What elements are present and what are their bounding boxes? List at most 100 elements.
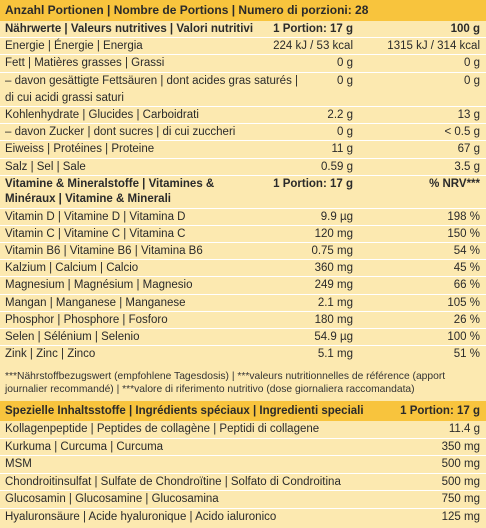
row-nrv-value: 54 %: [453, 245, 480, 258]
row-nrv-value: 26 %: [453, 313, 480, 326]
nrv-footnote: ***Nährstoffbezugswert (empfohlene Tages…: [5, 371, 446, 395]
row-portion-value: 350 mg: [441, 440, 480, 453]
row-label: Fett | Matières grasses | Grassi: [5, 57, 165, 70]
table-row: Chondroitinsulfat | Sulfate de Chondroït…: [0, 474, 486, 492]
table-row: Vitamin D | Vitamine D | Vitamina D 9.9 …: [0, 209, 486, 226]
table-row: Mangan | Manganese | Manganese 2.1 mg 10…: [0, 295, 486, 312]
row-100g-value: 0 g: [464, 74, 480, 87]
vitamins-header-nrv: % NRV***: [429, 177, 480, 190]
row-100g-value: 0 g: [464, 57, 480, 70]
table-row: – davon gesättigte Fettsäuren | dont aci…: [0, 73, 486, 90]
row-label: Magnesium | Magnésium | Magnesio: [5, 279, 193, 292]
row-nrv-value: 100 %: [447, 331, 480, 343]
row-label: – davon Zucker | dont sucres | di cui zu…: [5, 126, 236, 139]
row-portion-value: 11.4 g: [448, 423, 480, 435]
row-label: di cui acidi grassi saturi: [5, 91, 124, 104]
row-label: Zink | Zinc | Zinco: [5, 348, 96, 361]
table-row: Phosphor | Phosphore | Fosforo 180 mg 26…: [0, 312, 486, 329]
row-label: – davon gesättigte Fettsäuren | dont aci…: [5, 74, 299, 87]
table-row: Hyaluronsäure | Acide hyaluronique | Aci…: [0, 509, 486, 527]
nutrition-table: Nährwerte | Valeurs nutritives | Valori …: [0, 21, 486, 363]
table-row: MSM 500 mg: [0, 456, 486, 474]
row-portion-value: 224 kJ / 53 kcal: [273, 40, 353, 53]
row-portion-value: 750 mg: [441, 493, 480, 506]
special-header-label: Spezielle Inhaltsstoffe | Ingrédients sp…: [5, 405, 364, 417]
row-portion-value: 2.1 mg: [317, 296, 353, 309]
nutrition-header-portion: 1 Portion: 17 g: [273, 23, 353, 35]
row-nrv-value: 45 %: [453, 262, 480, 275]
table-row: Kollagenpeptide | Peptides de collagène …: [0, 421, 486, 439]
row-label: Kalzium | Calcium | Calcio: [5, 262, 139, 275]
table-row: Vitamin B6 | Vitamine B6 | Vitamina B6 0…: [0, 243, 486, 261]
row-label: Vitamin D | Vitamine D | Vitamina D: [5, 210, 186, 223]
special-header-portion: 1 Portion: 17 g: [400, 405, 480, 417]
row-portion-value: 120 mg: [314, 227, 353, 240]
row-portion-value: 0 g: [337, 74, 353, 87]
vitamins-header-portion: 1 Portion: 17 g: [273, 177, 353, 190]
vitamins-header-label: Vitamine & Mineralstoffe | Vitamines & M…: [5, 177, 215, 205]
row-portion-value: 0.59 g: [321, 160, 353, 173]
row-100g-value: 13 g: [457, 108, 480, 121]
nutrition-table-header: Nährwerte | Valeurs nutritives | Valori …: [0, 21, 486, 39]
row-portion-value: 0 g: [337, 57, 353, 70]
row-portion-value: 2.2 g: [327, 108, 353, 121]
table-row: Glucosamin | Glucosamine | Glucosamina 7…: [0, 491, 486, 509]
row-portion-value: 500 mg: [441, 475, 480, 488]
row-label: Eiweiss | Protéines | Proteine: [5, 143, 155, 156]
row-nrv-value: 105 %: [447, 296, 480, 309]
table-row: Magnesium | Magnésium | Magnesio 249 mg …: [0, 277, 486, 295]
row-nrv-value: 150 %: [447, 227, 480, 240]
vitamins-table-header: Vitamine & Mineralstoffe | Vitamines & M…: [0, 176, 486, 209]
row-portion-value: 249 mg: [314, 279, 353, 292]
table-row: di cui acidi grassi saturi: [0, 90, 486, 107]
nutrition-header-100g: 100 g: [450, 23, 480, 35]
row-portion-value: 54.9 µg: [314, 331, 353, 343]
row-portion-value: 0 g: [337, 126, 353, 139]
row-100g-value: 1315 kJ / 314 kcal: [387, 40, 480, 53]
table-row: Kurkuma | Curcuma | Curcuma 350 mg: [0, 439, 486, 457]
table-row: Vitamin C | Vitamine C | Vitamina C 120 …: [0, 226, 486, 244]
row-label: Chondroitinsulfat | Sulfate de Chondroït…: [5, 475, 341, 488]
row-portion-value: 5.1 mg: [317, 348, 353, 361]
table-row: Zink | Zinc | Zinco 5.1 mg 51 %: [0, 346, 486, 363]
row-label: Energie | Énergie | Energia: [5, 40, 143, 53]
row-label: MSM: [5, 458, 32, 471]
row-label: Kurkuma | Curcuma | Curcuma: [5, 440, 164, 453]
table-row: Energie | Énergie | Energia 224 kJ / 53 …: [0, 38, 486, 56]
table-row: Kohlenhydrate | Glucides | Carboidrati 2…: [0, 107, 486, 125]
row-nrv-value: 51 %: [453, 348, 480, 361]
row-portion-value: 500 mg: [441, 458, 480, 471]
row-label: Glucosamin | Glucosamine | Glucosamina: [5, 493, 219, 506]
row-label: Phosphor | Phosphore | Fosforo: [5, 313, 168, 326]
row-portion-value: 9.9 µg: [320, 210, 353, 223]
row-label: Hyaluronsäure | Acide hyaluronique | Aci…: [5, 510, 277, 523]
row-label: Kollagenpeptide | Peptides de collagène …: [5, 423, 320, 435]
row-portion-value: 125 mg: [441, 510, 480, 523]
row-label: Selen | Sélénium | Selenio: [5, 331, 140, 343]
portions-header: Anzahl Portionen | Nombre de Portions | …: [0, 0, 486, 21]
table-row: Selen | Sélénium | Selenio 54.9 µg 100 %: [0, 329, 486, 347]
row-label: Vitamin C | Vitamine C | Vitamina C: [5, 227, 186, 240]
row-portion-value: 11 g: [331, 143, 353, 156]
row-100g-value: 3.5 g: [454, 160, 480, 173]
row-label: Salz | Sel | Sale: [5, 160, 86, 173]
row-100g-value: 67 g: [457, 143, 480, 156]
table-row: Eiweiss | Protéines | Proteine 11 g 67 g: [0, 141, 486, 159]
row-label: Kohlenhydrate | Glucides | Carboidrati: [5, 108, 199, 121]
special-ingredients-table: Kollagenpeptide | Peptides de collagène …: [0, 421, 486, 527]
row-label: Vitamin B6 | Vitamine B6 | Vitamina B6: [5, 245, 203, 258]
row-100g-value: < 0.5 g: [444, 126, 481, 139]
row-nrv-value: 66 %: [453, 279, 480, 292]
table-row: – davon Zucker | dont sucres | di cui zu…: [0, 124, 486, 142]
table-row: Salz | Sel | Sale 0.59 g 3.5 g: [0, 159, 486, 176]
row-portion-value: 180 mg: [314, 313, 353, 326]
table-row: Fett | Matières grasses | Grassi 0 g 0 g: [0, 55, 486, 73]
table-row: Kalzium | Calcium | Calcio 360 mg 45 %: [0, 260, 486, 278]
nutrition-header-label: Nährwerte | Valeurs nutritives | Valori …: [5, 23, 254, 35]
row-label: Mangan | Manganese | Manganese: [5, 296, 186, 309]
special-ingredients-header: Spezielle Inhaltsstoffe | Ingrédients sp…: [0, 401, 486, 421]
row-portion-value: 0.75 mg: [311, 245, 353, 258]
row-nrv-value: 198 %: [447, 210, 480, 223]
row-portion-value: 360 mg: [314, 262, 353, 275]
